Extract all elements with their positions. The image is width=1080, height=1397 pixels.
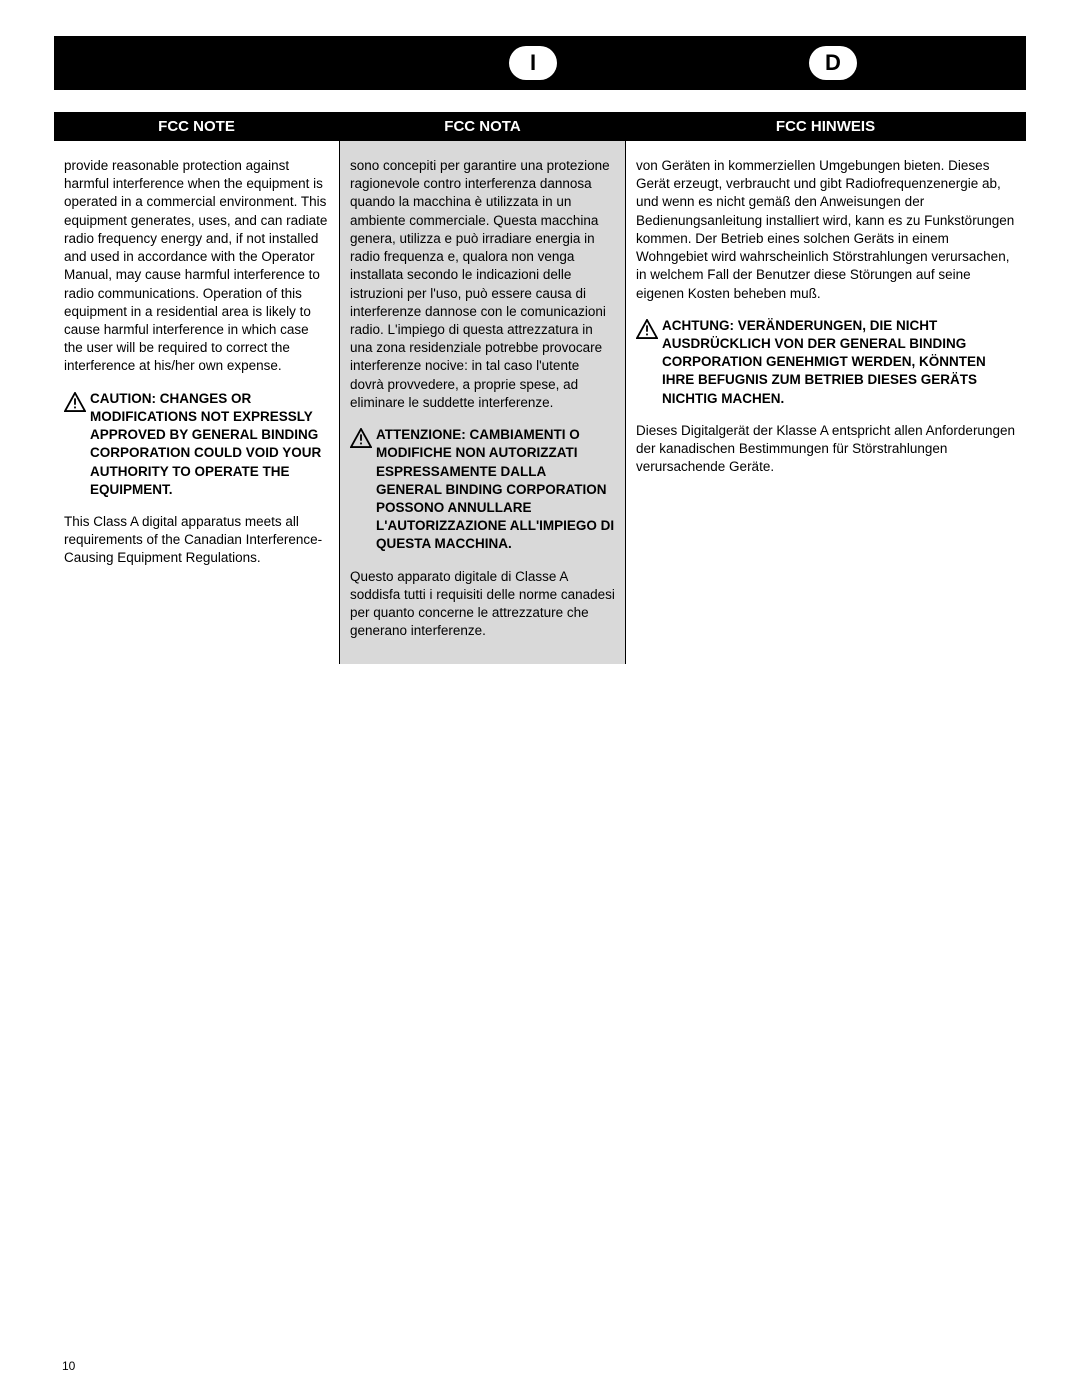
it-caution-block: ATTENZIONE: CAMBIAMENTI O MODIFICHE NON … bbox=[350, 426, 615, 554]
warning-triangle-icon bbox=[350, 428, 372, 448]
header-fcc-hinweis: FCC HINWEIS bbox=[626, 112, 1026, 141]
header-fcc-note: FCC NOTE bbox=[54, 112, 340, 141]
de-paragraph-2: Dieses Digitalgerät der Klasse A entspri… bbox=[636, 422, 1016, 477]
it-paragraph-2: Questo apparato digitale di Classe A sod… bbox=[350, 568, 615, 641]
it-caution-text: ATTENZIONE: CAMBIAMENTI O MODIFICHE NON … bbox=[376, 427, 614, 551]
top-language-bar: I D bbox=[54, 36, 1026, 90]
warning-triangle-icon bbox=[636, 319, 658, 339]
language-badge-german: D bbox=[809, 46, 857, 80]
de-paragraph-1: von Geräten in kommerziellen Umgebungen … bbox=[636, 157, 1016, 303]
page-number: 10 bbox=[62, 1359, 75, 1373]
manual-page: I D FCC NOTE FCC NOTA FCC HINWEIS provid… bbox=[0, 0, 1080, 1397]
de-caution-text: ACHTUNG: VERÄNDERUNGEN, DIE NICHT AUSDRÜ… bbox=[662, 318, 986, 406]
it-paragraph-1: sono concepiti per garantire una protezi… bbox=[350, 157, 615, 412]
column-german: von Geräten in kommerziellen Umgebungen … bbox=[626, 141, 1026, 664]
en-paragraph-1: provide reasonable protection against ha… bbox=[64, 157, 329, 376]
language-badge-italian: I bbox=[509, 46, 557, 80]
column-italian: sono concepiti per garantire una protezi… bbox=[340, 141, 626, 664]
warning-triangle-icon bbox=[64, 392, 86, 412]
header-fcc-nota: FCC NOTA bbox=[340, 112, 626, 141]
de-caution-block: ACHTUNG: VERÄNDERUNGEN, DIE NICHT AUSDRÜ… bbox=[636, 317, 1016, 408]
column-headers: FCC NOTE FCC NOTA FCC HINWEIS bbox=[54, 112, 1026, 141]
en-paragraph-2: This Class A digital apparatus meets all… bbox=[64, 513, 329, 568]
body-columns: provide reasonable protection against ha… bbox=[54, 141, 1026, 664]
en-caution-block: CAUTION: CHANGES OR MODIFICATIONS NOT EX… bbox=[64, 390, 329, 499]
en-caution-text: CAUTION: CHANGES OR MODIFICATIONS NOT EX… bbox=[90, 391, 321, 497]
column-english: provide reasonable protection against ha… bbox=[54, 141, 340, 664]
